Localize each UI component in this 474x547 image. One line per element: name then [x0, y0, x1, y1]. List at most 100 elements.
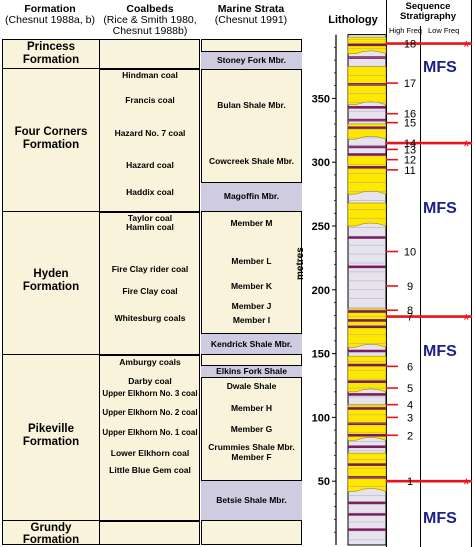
coal-seam: [348, 106, 386, 109]
sequence-number: 10: [404, 247, 416, 259]
formation-grundy: Grundy Formation: [22, 522, 80, 546]
marine-unit-magoffin: [201, 182, 302, 212]
coalbed-label: Hazard No. 7 coal: [114, 128, 186, 138]
sequence-number: 12: [404, 155, 416, 167]
sequence-number: 4: [407, 400, 413, 412]
coal-seam: [348, 43, 386, 47]
formation-header: Formation (Chesnut 1988a, b): [5, 3, 95, 26]
sequence-stratigraphy-header: Sequence Stratigraphy: [400, 1, 456, 22]
depth-tick-label: 50: [318, 476, 330, 488]
coal-seam: [348, 363, 386, 367]
marine-label: Dwale Shale: [226, 381, 277, 391]
coal-seam: [348, 153, 386, 156]
coalbed-label: Francis coal: [125, 95, 175, 105]
coalbeds-column: [100, 39, 200, 545]
coal-seam: [348, 528, 386, 531]
coal-seam: [348, 445, 386, 449]
coalbed-label: Upper Elkhorn No. 2 coal: [102, 408, 198, 417]
coal-seam: [348, 393, 386, 396]
mfs-star: *: [463, 38, 470, 57]
marine-label: Elkins Fork Shale: [216, 366, 287, 376]
marine-label: Kendrick Shale Mbr.: [210, 339, 293, 349]
marine-label: Member F: [231, 452, 272, 462]
lithology-column: [347, 34, 387, 546]
coalbed-label: Darby coal: [128, 376, 172, 386]
sequence-number: 11: [404, 165, 415, 177]
coalbed-label: Upper Elkhorn No. 3 coal: [102, 389, 198, 398]
coalbed-label: Fire Clay rider coal: [111, 264, 189, 274]
depth-axis: 50 100 150 200 250 300 350: [312, 34, 337, 545]
coalbed-label: Hindman coal: [122, 70, 178, 80]
sequence-number: 7: [407, 312, 413, 324]
depth-tick-label: 100: [312, 412, 330, 424]
marine-column: [201, 39, 302, 545]
depth-tick-label: 350: [312, 93, 330, 105]
sequence-number: 2: [407, 430, 413, 442]
sequence-number: 3: [407, 412, 413, 424]
marine-unit-stoney-fork: [201, 51, 302, 70]
marine-label: Member I: [232, 315, 271, 325]
sequence-number: 17: [404, 78, 416, 90]
sequence-number: 8: [407, 305, 413, 317]
depth-tick-label: 200: [312, 285, 330, 297]
formation-hyden: Hyden Formation: [2, 212, 100, 355]
sequence-number: 9: [407, 281, 413, 293]
mfs-label: MFS: [423, 343, 457, 360]
marine-label: Crummies Shale Mbr.: [208, 442, 295, 452]
coalbed-label: Upper Elkhorn No. 1 coal: [102, 428, 198, 437]
sequence-number: 14: [404, 138, 416, 150]
marine-label: Member J: [231, 301, 272, 311]
coalbed-label: Haddix coal: [126, 187, 174, 197]
formation-four-corners: Four Corners Formation: [2, 69, 100, 212]
coalbeds-header: Coalbeds (Rice & Smith 1980, Chesnut 198…: [103, 3, 197, 37]
marine-label: Cowcreek Shale Mbr.: [208, 156, 295, 166]
coal-seam: [348, 236, 386, 239]
marine-label: Member H: [230, 403, 273, 413]
marine-strata-header: Marine Strata (Chesnut 1991): [214, 3, 288, 26]
coal-seam: [348, 501, 386, 505]
coal-seam: [348, 513, 386, 516]
coal-seam: [348, 126, 386, 130]
sequence-number: 18: [404, 39, 416, 51]
depth-axis-title: metres: [295, 247, 306, 280]
coal-seam: [348, 325, 386, 329]
coalbed-label: Hamlin coal: [126, 222, 174, 232]
marine-label: Bulan Shale Mbr.: [217, 100, 286, 110]
depth-tick-label: 150: [312, 349, 330, 361]
sequence-number: 16: [404, 109, 416, 121]
coalbed-label: Amburgy coals: [119, 357, 181, 367]
marine-label: Stoney Fork Mbr.: [217, 55, 286, 65]
marine-unit-kendrick: [201, 333, 302, 355]
sandstone-bed: [347, 202, 387, 227]
marine-unit-elkins-fork: [201, 365, 302, 378]
sandstone-bed: [347, 355, 387, 393]
coalbed-label: Fire Clay coal: [122, 286, 178, 296]
depth-tick-label: 250: [312, 221, 330, 233]
coal-seam: [348, 463, 386, 466]
coal-seam: [348, 265, 386, 269]
coalbed-label: Hazard coal: [126, 160, 174, 170]
sequence-number: 13: [404, 144, 416, 156]
marine-label: Member L: [231, 256, 272, 266]
sandstone-bed: [347, 155, 387, 195]
mfs-label: MFS: [423, 59, 457, 76]
marine-label: Member K: [230, 281, 273, 291]
coal-seam: [348, 166, 386, 169]
coalbed-label: Lower Elkhorn coal: [110, 448, 190, 458]
formation-princess: Princess Formation: [2, 39, 100, 69]
coal-boundary: [100, 520, 200, 522]
sequence-number: 6: [407, 361, 413, 373]
mfs-star: *: [463, 311, 470, 330]
coal-seam: [348, 349, 386, 353]
formation-column: [2, 39, 100, 545]
coalbed-label: Taylor coal: [127, 213, 173, 223]
coalbed-label: Whitesburg coals: [114, 313, 186, 323]
mfs-label: MFS: [423, 510, 457, 527]
marine-unit-betsie: [201, 480, 302, 521]
marine-label: Member M: [230, 218, 273, 228]
marine-label: Magoffin Mbr.: [223, 191, 280, 201]
marine-label: Betsie Shale Mbr.: [216, 495, 287, 505]
